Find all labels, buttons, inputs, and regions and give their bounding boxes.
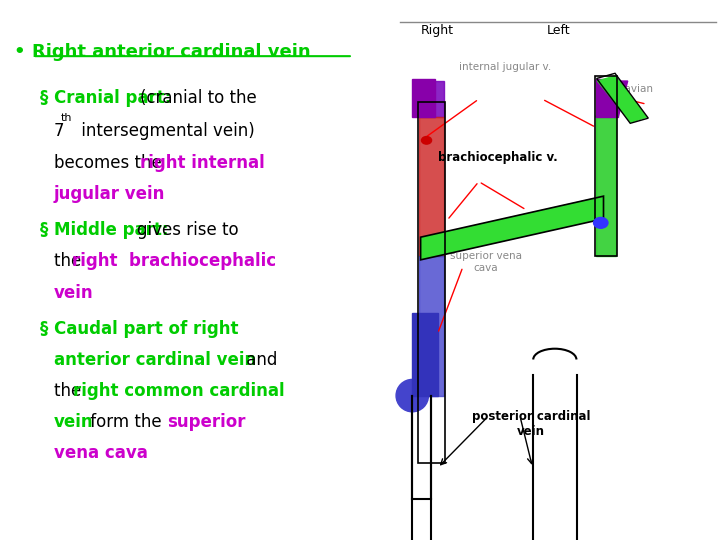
Text: §: §	[40, 221, 54, 239]
Text: becomes the: becomes the	[54, 154, 167, 172]
Text: (cranial to the: (cranial to the	[140, 89, 257, 107]
Polygon shape	[413, 313, 438, 396]
Text: vena cava: vena cava	[54, 444, 148, 462]
Text: vein: vein	[54, 413, 94, 431]
Bar	[418, 117, 444, 256]
Text: Middle part:: Middle part:	[54, 221, 174, 239]
Text: Cranial part:: Cranial part:	[54, 89, 177, 107]
Text: anterior cardinal vein: anterior cardinal vein	[54, 351, 256, 369]
Bar	[596, 117, 616, 256]
Text: right internal: right internal	[140, 154, 265, 172]
Text: Right: Right	[421, 24, 454, 37]
Text: Caudal part of right: Caudal part of right	[54, 320, 238, 338]
Text: •: •	[14, 43, 32, 61]
Text: gives rise to: gives rise to	[137, 221, 238, 239]
Text: internal jugular v.: internal jugular v.	[459, 62, 552, 72]
Bar	[418, 256, 444, 396]
Bar	[418, 102, 444, 463]
Text: brachiocephalic v.: brachiocephalic v.	[438, 151, 557, 164]
Text: §: §	[40, 320, 54, 338]
Text: posterior cardinal
vein: posterior cardinal vein	[472, 410, 590, 438]
Polygon shape	[598, 76, 647, 122]
Text: Right anterior cardinal vein: Right anterior cardinal vein	[32, 43, 311, 61]
Text: the: the	[54, 252, 86, 270]
Text: the: the	[54, 382, 86, 400]
Text: form the: form the	[85, 413, 167, 431]
Text: and: and	[241, 351, 278, 369]
Polygon shape	[421, 197, 603, 259]
Text: intersegmental vein): intersegmental vein)	[76, 122, 254, 139]
Bar	[596, 79, 618, 117]
Polygon shape	[596, 81, 628, 117]
Text: superior vena
cava: superior vena cava	[450, 251, 522, 273]
Circle shape	[421, 137, 431, 144]
Text: th: th	[61, 113, 73, 124]
Bar	[418, 81, 444, 117]
Text: right common cardinal: right common cardinal	[73, 382, 285, 400]
Text: §: §	[40, 89, 54, 107]
Text: 7: 7	[54, 122, 65, 139]
Text: subclavian
vein: subclavian vein	[598, 84, 654, 105]
Text: right  brachiocephalic: right brachiocephalic	[72, 252, 276, 270]
Text: vein: vein	[54, 284, 94, 301]
Text: jugular vein: jugular vein	[54, 185, 166, 202]
Ellipse shape	[396, 380, 428, 412]
Bar	[413, 79, 436, 117]
Bar	[595, 76, 617, 256]
Circle shape	[593, 218, 608, 228]
Text: Left: Left	[547, 24, 571, 37]
Text: superior: superior	[167, 413, 246, 431]
